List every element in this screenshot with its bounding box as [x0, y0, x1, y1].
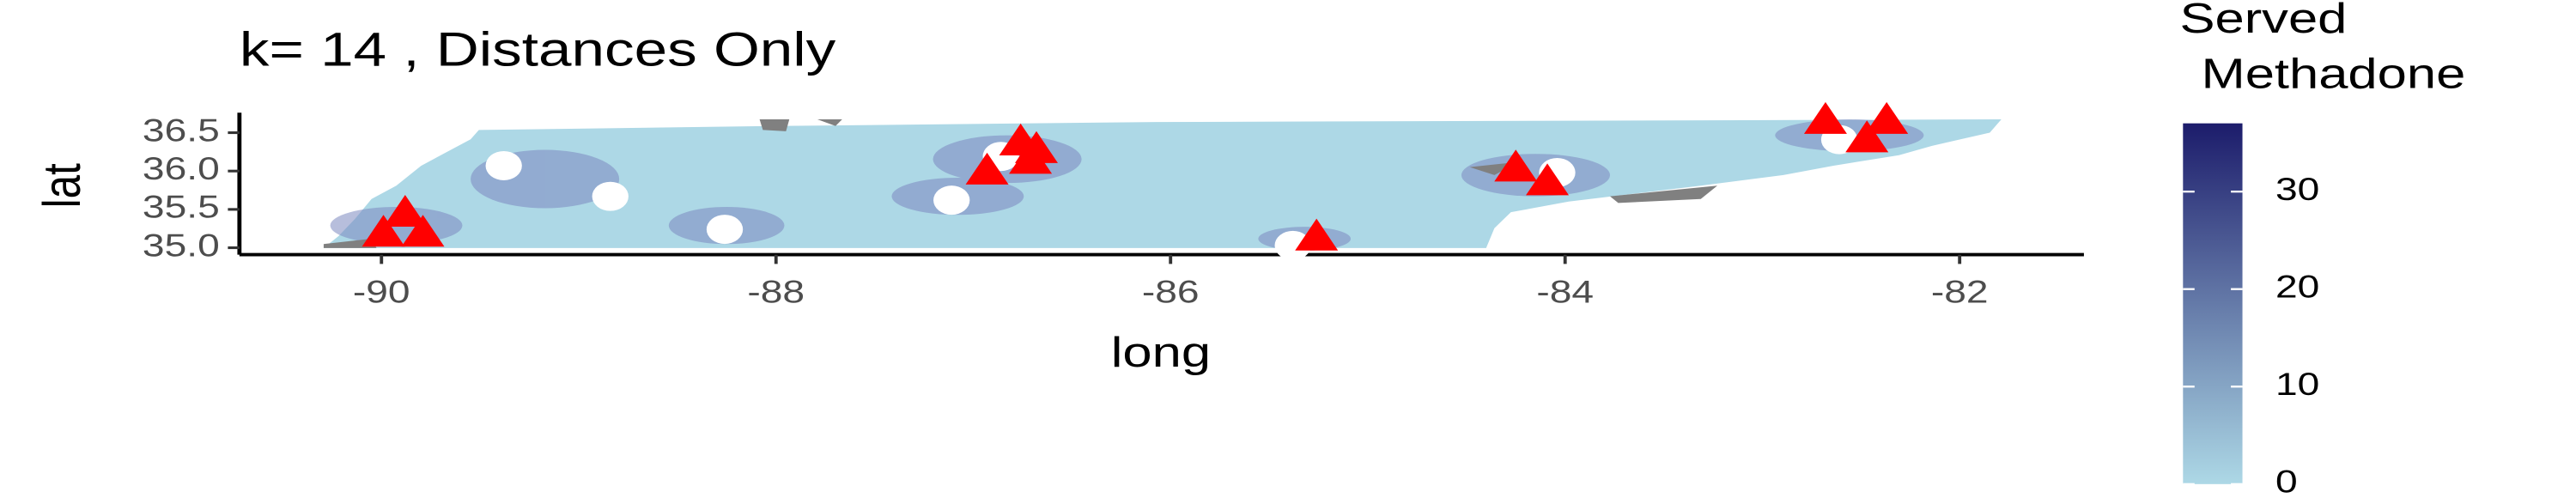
- site-triangle: [401, 215, 445, 247]
- colorbar-label: 30: [2275, 171, 2319, 207]
- site-triangle: [1865, 101, 1909, 134]
- y-tick-label: 36.0: [143, 150, 220, 186]
- site-circle: [485, 150, 522, 180]
- y-tick-label: 35.5: [143, 189, 220, 225]
- x-tick-label: -88: [747, 274, 805, 310]
- site-triangle: [1494, 149, 1538, 182]
- site-triangle: [1803, 101, 1847, 134]
- legend-title: Methadone: [2201, 49, 2465, 97]
- y-tick-label: 36.5: [143, 112, 220, 149]
- site-triangle: [1526, 163, 1570, 196]
- site-circle: [933, 185, 970, 216]
- colorbar-label: 10: [2275, 366, 2319, 402]
- x-tick-label: -84: [1536, 274, 1594, 310]
- x-tick-label: -86: [1142, 274, 1200, 310]
- site-triangle: [1295, 218, 1339, 251]
- y-axis-label: lat: [32, 163, 91, 209]
- site-triangle: [383, 194, 427, 228]
- chart-title: k= 14 , Distances Only: [240, 23, 836, 76]
- x-tick-label: -82: [1931, 274, 1989, 310]
- colorbar: [2183, 123, 2243, 484]
- site-circle: [706, 215, 744, 245]
- legend-title: Served: [2179, 0, 2347, 41]
- y-tick-label: 35.0: [143, 228, 220, 264]
- site-circle: [592, 181, 629, 211]
- site-circle: [1274, 230, 1311, 260]
- site-triangle: [1009, 142, 1053, 174]
- site-triangle: [361, 215, 405, 247]
- colorbar-label: 20: [2275, 269, 2319, 305]
- site-triangle: [965, 152, 1009, 185]
- x-axis-label: long: [1111, 328, 1211, 376]
- x-tick-label: -90: [353, 274, 410, 310]
- site-triangle: [1845, 120, 1889, 153]
- colorbar-label: 0: [2275, 464, 2298, 500]
